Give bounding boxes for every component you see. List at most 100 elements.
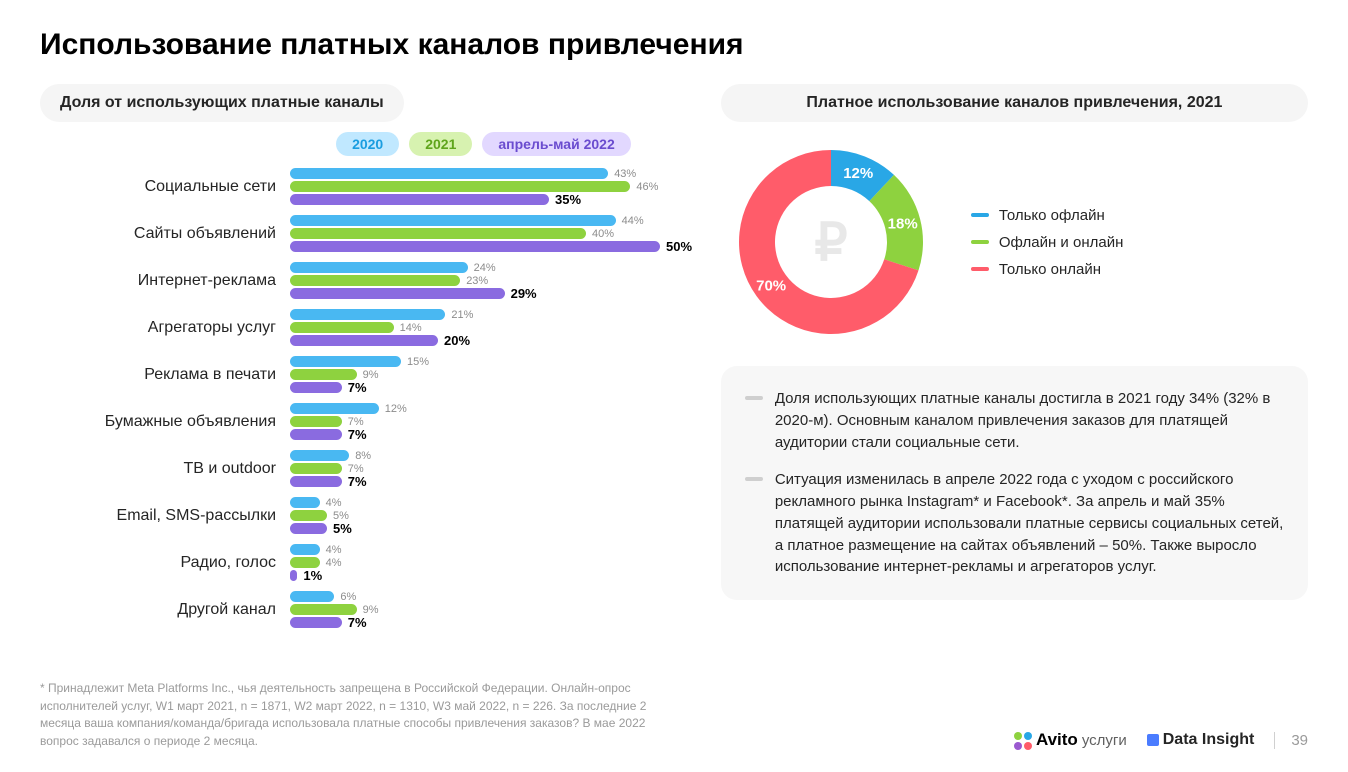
brand-avito: Avito услуги bbox=[1012, 730, 1127, 750]
bar bbox=[290, 262, 468, 273]
donut-pct-label: 18% bbox=[887, 216, 917, 233]
bar-group: 15% 9%7% bbox=[290, 354, 697, 395]
left-column: Доля от использующих платные каналы 2020… bbox=[40, 84, 697, 636]
bar-series-legend: 20202021апрель-май 2022 bbox=[270, 132, 697, 156]
brand-avito-suffix: услуги bbox=[1082, 732, 1127, 749]
donut-legend: Только офлайнОфлайн и онлайнТолько онлай… bbox=[971, 197, 1124, 288]
bar bbox=[290, 288, 505, 299]
legend-dash-icon bbox=[971, 213, 989, 217]
donut-legend-item: Офлайн и онлайн bbox=[971, 234, 1124, 251]
bar-value-label: 21% bbox=[451, 309, 473, 321]
bar bbox=[290, 356, 401, 367]
bar bbox=[290, 181, 630, 192]
footnote: * Принадлежит Meta Platforms Inc., чья д… bbox=[40, 680, 680, 750]
footer: Avito услуги Data Insight 39 bbox=[1012, 730, 1308, 750]
bar-value-label: 5% bbox=[333, 510, 349, 522]
bar-group: 4%5%5% bbox=[290, 495, 697, 536]
brand-avito-name: Avito bbox=[1036, 730, 1078, 750]
bar-value-label: 4% bbox=[326, 497, 342, 509]
bar-group: 21% 14% 20% bbox=[290, 307, 697, 348]
series-pill: 2020 bbox=[336, 132, 399, 156]
bar-value-label: 35% bbox=[555, 192, 581, 207]
bar-value-label: 29% bbox=[511, 286, 537, 301]
bar bbox=[290, 275, 460, 286]
bar-category-label: Интернет-реклама bbox=[40, 272, 290, 290]
bar bbox=[290, 335, 438, 346]
donut-pct-label: 70% bbox=[756, 277, 786, 294]
bar-row: Радио, голос 4%4% 1% bbox=[40, 542, 697, 583]
bar-value-label: 44% bbox=[622, 215, 644, 227]
bar bbox=[290, 194, 549, 205]
di-cube-icon bbox=[1147, 734, 1159, 746]
legend-dash-icon bbox=[971, 240, 989, 244]
bar bbox=[290, 382, 342, 393]
legend-label: Только онлайн bbox=[999, 261, 1101, 278]
bar-value-label: 7% bbox=[348, 463, 364, 475]
bar-value-label: 7% bbox=[348, 474, 367, 489]
bar-value-label: 5% bbox=[333, 521, 352, 536]
bar-row: Сайты объявлений44%40%50% bbox=[40, 213, 697, 254]
bar-value-label: 20% bbox=[444, 333, 470, 348]
bar-category-label: Реклама в печати bbox=[40, 366, 290, 384]
bar-value-label: 23% bbox=[466, 275, 488, 287]
bar bbox=[290, 215, 616, 226]
bar-row: ТВ и outdoor8%7%7% bbox=[40, 448, 697, 489]
note-text: Ситуация изменилась в апреле 2022 года с… bbox=[775, 469, 1284, 578]
bar-category-label: Email, SMS-рассылки bbox=[40, 507, 290, 525]
bar bbox=[290, 416, 342, 427]
bar-category-label: Агрегаторы услуг bbox=[40, 319, 290, 337]
bar-category-label: Другой канал bbox=[40, 601, 290, 619]
brand-datainsight: Data Insight bbox=[1147, 731, 1255, 749]
bar-category-label: Социальные сети bbox=[40, 178, 290, 196]
bar bbox=[290, 369, 357, 380]
bar-value-label: 12% bbox=[385, 403, 407, 415]
brand-di-name: Data Insight bbox=[1163, 731, 1255, 749]
ruble-icon: ₽ bbox=[814, 214, 847, 272]
bar bbox=[290, 544, 320, 555]
bar-category-label: Бумажные объявления bbox=[40, 413, 290, 431]
bar-value-label: 15% bbox=[407, 356, 429, 368]
bar bbox=[290, 591, 334, 602]
bar bbox=[290, 617, 342, 628]
note-item: Ситуация изменилась в апреле 2022 года с… bbox=[745, 469, 1284, 578]
bar-group: 24%23%29% bbox=[290, 260, 697, 301]
bar bbox=[290, 523, 327, 534]
bar-group: 43%46%35% bbox=[290, 166, 697, 207]
note-dash-icon bbox=[745, 396, 763, 400]
bar-value-label: 7% bbox=[348, 615, 367, 630]
bar-group: 8%7%7% bbox=[290, 448, 697, 489]
avito-dots-icon bbox=[1012, 730, 1032, 750]
bar-row: Другой канал6%9%7% bbox=[40, 589, 697, 630]
donut-legend-item: Только онлайн bbox=[971, 261, 1124, 278]
bar-value-label: 1% bbox=[303, 568, 322, 583]
bar-row: Реклама в печати 15% 9%7% bbox=[40, 354, 697, 395]
bar-value-label: 14% bbox=[400, 322, 422, 334]
bar bbox=[290, 309, 445, 320]
bar-group: 12%7%7% bbox=[290, 401, 697, 442]
legend-label: Офлайн и онлайн bbox=[999, 234, 1124, 251]
right-heading-pill: Платное использование каналов привлечени… bbox=[721, 84, 1308, 122]
note-dash-icon bbox=[745, 477, 763, 481]
bar-value-label: 4% bbox=[326, 557, 342, 569]
content-row: Доля от использующих платные каналы 2020… bbox=[40, 84, 1308, 636]
bar-category-label: ТВ и outdoor bbox=[40, 460, 290, 478]
bar bbox=[290, 476, 342, 487]
legend-dash-icon bbox=[971, 267, 989, 271]
bar-category-label: Радио, голос bbox=[40, 554, 290, 572]
donut-chart: 12%18%70%₽ bbox=[721, 142, 941, 342]
left-heading-pill: Доля от использующих платные каналы bbox=[40, 84, 404, 122]
bar bbox=[290, 570, 297, 581]
series-pill: апрель-май 2022 bbox=[482, 132, 630, 156]
bar bbox=[290, 403, 379, 414]
bar bbox=[290, 604, 357, 615]
bar-value-label: 9% bbox=[363, 369, 379, 381]
bar bbox=[290, 510, 327, 521]
bar-value-label: 7% bbox=[348, 427, 367, 442]
bar-row: Социальные сети43%46%35% bbox=[40, 166, 697, 207]
bar-value-label: 40% bbox=[592, 228, 614, 240]
bar bbox=[290, 228, 586, 239]
bar-value-label: 4% bbox=[326, 544, 342, 556]
bar-row: Бумажные объявления12%7%7% bbox=[40, 401, 697, 442]
bar-value-label: 7% bbox=[348, 380, 367, 395]
bar bbox=[290, 497, 320, 508]
